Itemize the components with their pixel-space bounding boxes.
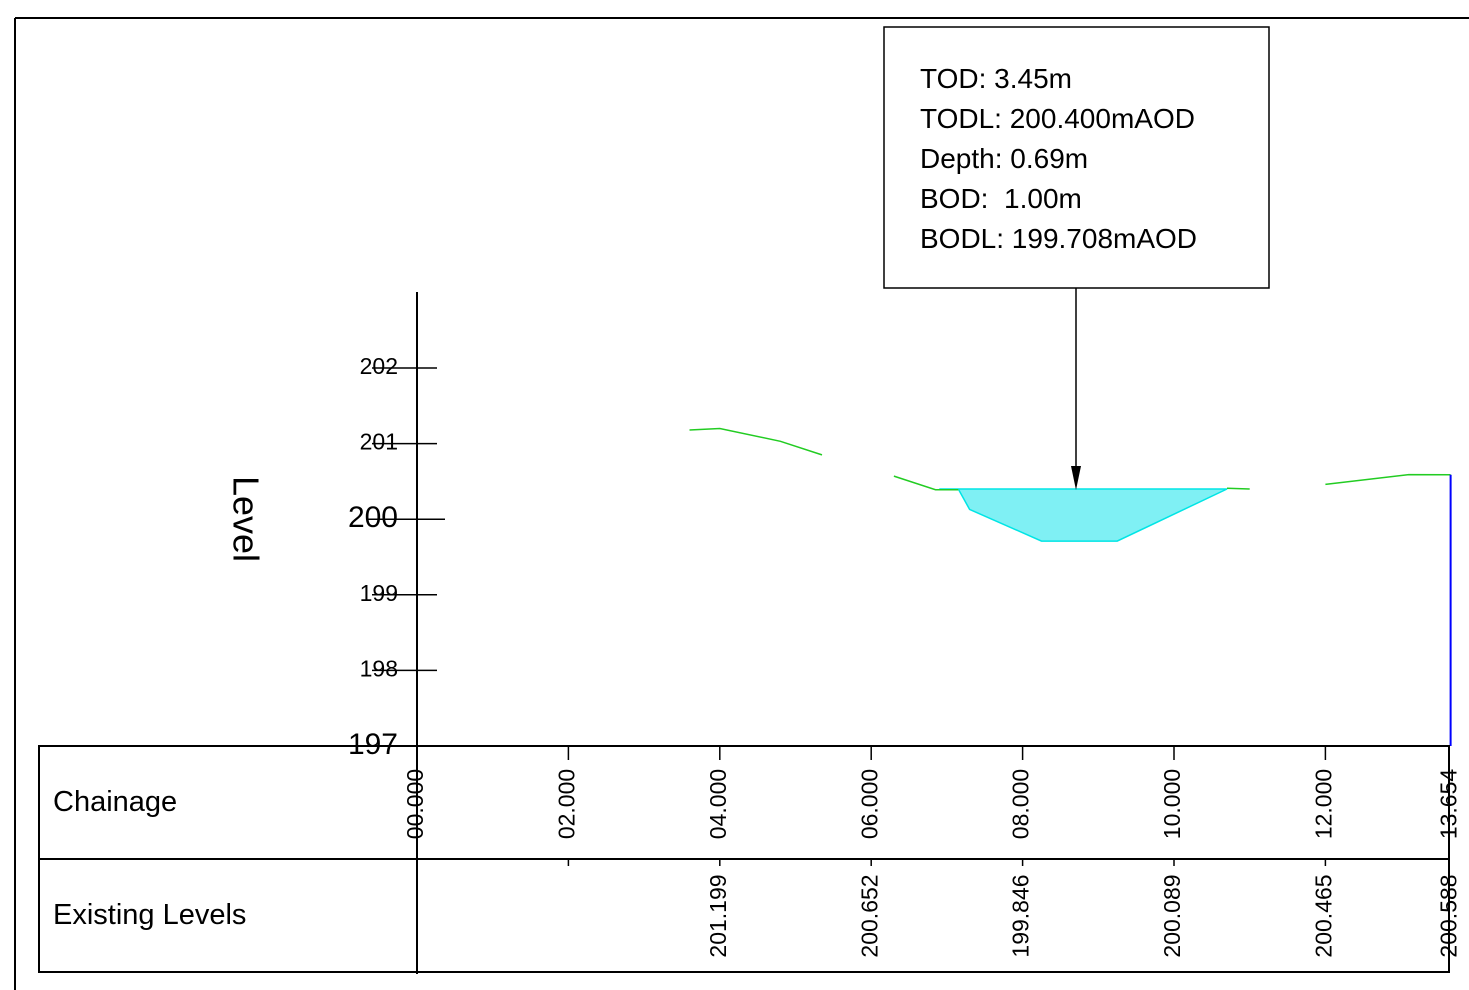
level-ticks: 202 201 200 199 198 197 (348, 353, 445, 761)
existing-level-label: 200.465 (1310, 874, 1336, 957)
profile-graphics (689, 427, 1452, 746)
row-label-existing-levels: Existing Levels (53, 899, 246, 931)
callout-box (883, 26, 1270, 289)
callout-line-depth: Depth: 0.69m (920, 143, 1088, 174)
water-section (939, 488, 1228, 542)
ground-line (893, 475, 959, 491)
ground-line (1226, 487, 1250, 490)
level-tick-label: 198 (360, 655, 398, 681)
chainage-label: 12.000 (1310, 769, 1336, 839)
level-axis: Level 202 201 200 199 198 197 (225, 292, 445, 974)
existing-level-label: 200.588 (1436, 874, 1462, 957)
level-tick-label: 199 (360, 580, 398, 606)
chainage-label: 02.000 (553, 769, 579, 839)
level-tick-label: 197 (348, 728, 398, 761)
ground-line (689, 427, 823, 456)
ground-line (1325, 473, 1451, 486)
level-tick-label: 201 (360, 429, 398, 455)
callout-line-tod: TOD: 3.45m (920, 63, 1072, 94)
existing-level-label: 200.652 (856, 874, 882, 957)
existing-level-label: 201.199 (705, 874, 731, 957)
data-table: Chainage Existing Levels 00.000 02.000 04.… (38, 745, 1462, 973)
chainage-label: 08.000 (1008, 769, 1034, 839)
existing-level-label: 199.846 (1008, 874, 1034, 957)
chainage-label: 10.000 (1159, 769, 1185, 839)
callout: TOD: 3.45m TODL: 200.400mAOD Depth: 0.69… (883, 26, 1270, 490)
callout-line-todl: TODL: 200.400mAOD (920, 103, 1195, 134)
callout-arrowhead (1071, 466, 1081, 490)
callout-line-bod: BOD: 1.00m (920, 183, 1082, 214)
chainage-label: 04.000 (705, 769, 731, 839)
table-columns: 00.000 02.000 04.000 06.000 08.000 10.000 12.0… (402, 746, 1462, 958)
chainage-label: 00.000 (402, 769, 428, 839)
existing-level-label: 200.089 (1159, 874, 1185, 957)
row-label-chainage: Chainage (53, 786, 177, 818)
chainage-label: 13.654 (1436, 769, 1462, 840)
callout-line-bodl: BODL: 199.708mAOD (920, 223, 1197, 254)
level-tick-label: 200 (348, 501, 398, 534)
level-tick-label: 202 (360, 353, 398, 379)
chainage-label: 06.000 (856, 769, 882, 839)
level-axis-label: Level (225, 476, 266, 562)
